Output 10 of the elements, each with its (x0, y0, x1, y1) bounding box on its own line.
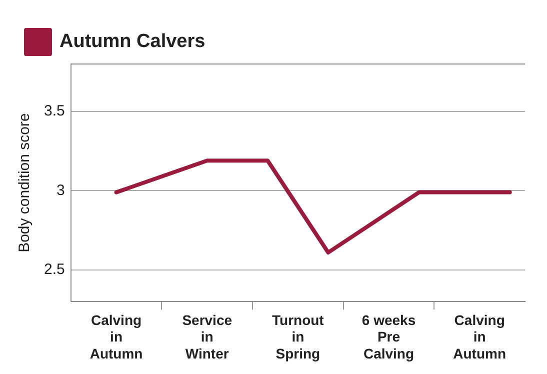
x-tick-label: Calving in Autumn (453, 312, 506, 362)
y-tick-label: 2.5 (44, 261, 65, 278)
y-axis-title: Body condition score (16, 113, 34, 252)
x-tick-label: Calving in Autumn (90, 312, 143, 362)
x-tick-label: 6 weeks Pre Calving (362, 312, 416, 362)
x-tick-label: Service in Winter (182, 312, 232, 362)
y-tick-label: 3.5 (44, 102, 65, 120)
x-tick-label: Turnout in Spring (272, 312, 324, 362)
y-tick-label: 3 (56, 182, 65, 199)
legend-label: Autumn Calvers (60, 31, 206, 52)
